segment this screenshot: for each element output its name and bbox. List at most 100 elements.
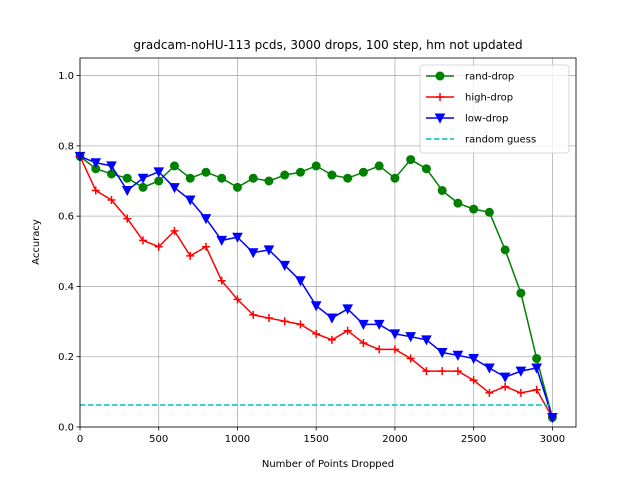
data-point-low-drop <box>169 183 180 194</box>
data-point-high-drop <box>469 376 478 385</box>
data-point-rand-drop <box>500 245 510 255</box>
data-point-low-drop <box>153 167 165 178</box>
y-tick-label: 0.2 <box>58 352 74 363</box>
data-point-low-drop <box>200 214 212 225</box>
data-point-high-drop <box>438 367 447 376</box>
data-point-rand-drop <box>122 173 132 183</box>
data-point-low-drop <box>310 301 322 312</box>
data-point-high-drop <box>422 367 431 376</box>
data-point-rand-drop <box>185 173 195 183</box>
x-tick-label: 0 <box>77 434 83 445</box>
chart-title: gradcam-noHU-113 pcds, 3000 drops, 100 s… <box>133 38 522 52</box>
data-point-rand-drop <box>295 167 305 177</box>
data-point-rand-drop <box>217 173 227 183</box>
axes-frame <box>79 57 577 428</box>
data-point-high-drop <box>327 335 336 344</box>
y-tick-label: 0.6 <box>58 212 74 223</box>
data-point-low-drop <box>373 319 385 330</box>
data-point-low-drop <box>452 350 464 361</box>
data-point-high-drop <box>296 320 305 329</box>
y-tick-label: 0.4 <box>58 282 74 293</box>
legend-label-high-drop: high-drop <box>465 93 513 104</box>
data-point-low-drop <box>499 372 511 383</box>
data-point-high-drop <box>516 388 525 397</box>
data-point-rand-drop <box>311 161 321 171</box>
legend-label-random-guess: random guess <box>465 135 536 146</box>
data-point-rand-drop <box>264 176 274 186</box>
x-tick-label: 1500 <box>303 434 328 445</box>
data-point-rand-drop <box>469 204 479 214</box>
data-point-rand-drop <box>138 182 148 192</box>
data-point-rand-drop <box>516 288 526 298</box>
data-point-high-drop <box>264 314 273 323</box>
data-point-high-drop <box>359 339 368 348</box>
data-point-low-drop <box>484 363 495 374</box>
data-point-high-drop <box>406 354 415 363</box>
data-point-rand-drop <box>437 185 447 195</box>
series-high-drop <box>76 152 557 422</box>
legend-marker-low-drop <box>434 113 446 124</box>
data-point-high-drop <box>123 214 132 223</box>
data-point-low-drop <box>515 366 527 377</box>
data-point-high-drop <box>501 382 510 391</box>
data-point-low-drop <box>232 232 243 243</box>
data-point-high-drop <box>280 317 289 326</box>
data-point-low-drop <box>468 353 479 365</box>
series-low-drop <box>74 151 558 424</box>
legend-item-rand-drop: rand-drop <box>426 71 514 83</box>
data-point-low-drop <box>547 413 558 424</box>
y-tick-label: 0.0 <box>58 423 74 434</box>
data-point-low-drop <box>405 332 416 343</box>
data-point-rand-drop <box>201 167 211 177</box>
data-point-rand-drop <box>532 353 542 363</box>
data-point-low-drop <box>295 276 306 287</box>
x-tick-label: 2500 <box>461 434 486 445</box>
data-point-low-drop <box>358 319 369 330</box>
data-point-high-drop <box>201 242 210 251</box>
data-point-rand-drop <box>406 155 416 165</box>
x-axis-label: Number of Points Dropped <box>262 459 394 470</box>
data-point-low-drop <box>389 329 401 340</box>
ticks: 0 500 1000 1500 2000 2500 3000 0.0 0.2 0.4 0.6 0.8 1… <box>58 71 565 445</box>
data-point-high-drop <box>107 195 116 204</box>
data-point-rand-drop <box>374 161 384 171</box>
data-point-low-drop <box>106 161 117 172</box>
legend: rand-drop high-drop low-drop random guess <box>419 64 570 154</box>
data-point-low-drop <box>531 363 542 374</box>
x-tick-label: 3000 <box>540 434 565 445</box>
data-point-low-drop <box>279 260 291 271</box>
data-point-high-drop <box>217 276 226 285</box>
data-point-high-drop <box>453 367 462 376</box>
data-point-low-drop <box>263 245 275 256</box>
data-point-high-drop <box>312 329 321 338</box>
data-point-low-drop <box>326 313 338 324</box>
legend-item-random-guess: random guess <box>426 135 536 146</box>
x-tick-label: 1000 <box>225 434 250 445</box>
legend-label-low-drop: low-drop <box>465 114 508 125</box>
y-tick-label: 0.8 <box>58 141 74 152</box>
data-point-rand-drop <box>232 182 242 192</box>
data-point-rand-drop <box>358 167 368 177</box>
plot-area <box>74 151 558 424</box>
legend-label-rand-drop: rand-drop <box>465 72 514 83</box>
data-point-rand-drop <box>248 173 258 183</box>
data-point-rand-drop <box>390 173 400 183</box>
data-point-high-drop <box>375 345 384 354</box>
data-point-rand-drop <box>169 161 179 171</box>
data-point-rand-drop <box>421 164 431 174</box>
data-point-low-drop <box>421 335 432 346</box>
data-point-low-drop <box>216 235 228 246</box>
data-point-rand-drop <box>280 170 290 180</box>
data-point-high-drop <box>91 186 100 195</box>
data-point-rand-drop <box>484 207 494 217</box>
data-point-high-drop <box>249 310 258 319</box>
legend-box <box>419 64 570 154</box>
data-point-high-drop <box>138 236 147 245</box>
legend-marker-rand-drop <box>435 71 445 81</box>
data-point-high-drop <box>186 251 195 260</box>
data-point-high-drop <box>170 226 179 235</box>
data-point-high-drop <box>485 388 494 397</box>
data-point-low-drop <box>137 173 149 184</box>
